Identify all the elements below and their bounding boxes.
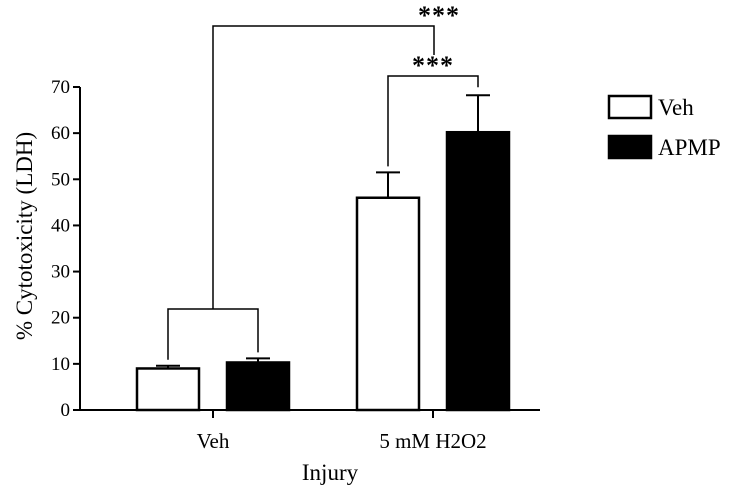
bar-veh-1	[135, 367, 201, 412]
y-tick-label: 30	[51, 262, 70, 283]
y-tick-label: 40	[51, 215, 70, 236]
y-axis-title: % Cytotoxicity (LDH)	[12, 132, 37, 340]
x-tick-label: 5 mM H2O2	[379, 429, 486, 453]
y-tick-label: 10	[51, 354, 70, 375]
significance-brackets: *** ***	[167, 1, 479, 360]
top-bracket	[212, 25, 435, 309]
significance-label: ***	[412, 51, 454, 80]
legend-swatch-apmp	[607, 134, 653, 160]
legend-label-veh: Veh	[658, 95, 694, 120]
bar-apmp-1	[225, 361, 291, 412]
legend-label-apmp: APMP	[658, 135, 721, 160]
y-ticks: 0 10 20 30 40 50 60 70	[51, 77, 80, 421]
bar-veh-2	[355, 196, 421, 412]
y-tick-label: 20	[51, 308, 70, 329]
significance-label: ***	[418, 1, 460, 30]
y-tick-label: 50	[51, 169, 70, 190]
veh-group-bracket	[167, 308, 259, 360]
h2o2-group-bracket	[387, 75, 479, 167]
y-tick-label: 60	[51, 123, 70, 144]
y-tick-label: 0	[61, 400, 71, 421]
legend: Veh APMP	[607, 94, 721, 160]
y-tick-label: 70	[51, 77, 70, 98]
bar-apmp-2	[445, 130, 511, 412]
x-tick-label: Veh	[197, 429, 230, 453]
bars	[135, 94, 511, 412]
legend-swatch-veh	[607, 94, 653, 120]
x-axis-title: Injury	[302, 460, 359, 485]
